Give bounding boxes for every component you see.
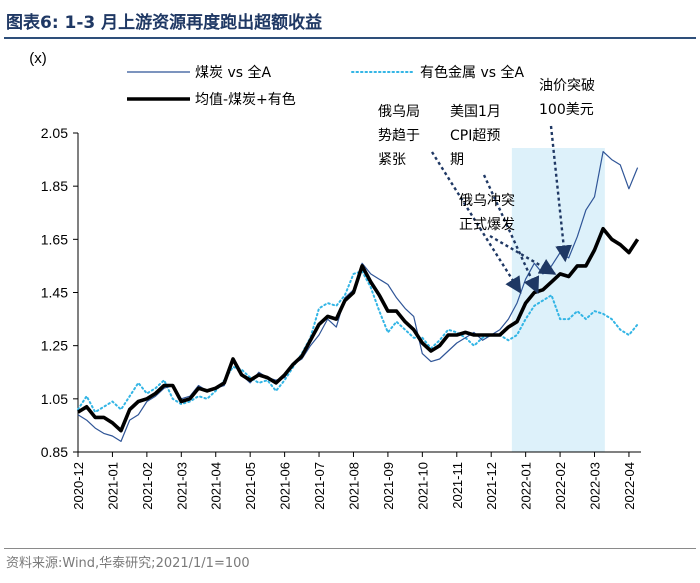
x-tick-label: 2021-02 [140,462,155,510]
annotation-arrow-3 [549,125,573,263]
annotation-arrow-0 [430,151,522,294]
x-tick-label: 2021-10 [415,462,430,510]
source-divider [4,548,696,549]
source-note: 资料来源:Wind,华泰研究;2021/1/1=100 [6,556,250,571]
y-tick-label: 1.85 [41,178,68,194]
y-tick-label: 2.05 [41,125,68,141]
series-line-2 [77,226,640,433]
figure-title: 图表6: 1-3 月上游资源再度跑出超额收益 [6,13,323,33]
y-tick-label: 1.45 [41,285,68,301]
x-tick-label: 2021-04 [209,462,224,510]
annotation-text-3: 油价突破 [539,78,595,94]
x-tick-label: 2021-09 [381,462,396,510]
y-tick-label: 0.85 [41,444,68,460]
annotation-text-2: 俄乌冲突 [459,193,515,209]
annotation-text-3: 100美元 [539,102,594,118]
x-tick-label: 2021-11 [450,462,465,509]
annotation-text-1: CPI超预 [450,128,500,144]
x-tick-label: 2021-08 [346,462,361,510]
x-tick-label: 2021-03 [174,462,189,510]
title-divider [4,37,696,39]
line-chart: 0.85 1.05 1.25 1.45 1.65 1.85 2.05 2020-12 2021-… [29,50,641,510]
x-tick-label: 2021-06 [278,462,293,510]
legend-label-0: 煤炭 vs 全A [195,64,271,81]
x-tick-label: 2022-03 [588,462,603,510]
y-tick-label: 1.05 [41,391,68,407]
y-axis-label: (x) [29,50,47,67]
annotation-text-1: 美国1月 [450,104,501,120]
x-tick-label: 2021-01 [105,462,120,510]
legend-label-2: 均值-煤炭+有色 [195,91,296,108]
annotation-text-0: 紧张 [378,152,406,168]
x-tick-label: 2022-04 [622,462,637,510]
annotation-text-0: 俄乌局 [378,104,420,120]
x-tick-label: 2021-05 [243,462,258,510]
annotation-text-1: 期 [450,152,464,168]
x-tick-label: 2022-02 [553,462,568,510]
y-tick-label: 1.25 [41,338,68,354]
x-tick-label: 2020-12 [71,462,86,510]
x-tick-label: 2022-01 [519,462,534,510]
x-tick-label: 2021-07 [312,462,327,510]
annotation-text-0: 势趋于 [378,128,420,144]
legend-label-1: 有色金属 vs 全A [420,64,524,81]
annotation-arrow-2 [489,234,557,275]
x-tick-label: 2021-12 [484,462,499,510]
series-line-1 [77,270,639,414]
annotation-text-2: 正式爆发 [459,217,515,233]
y-tick-label: 1.65 [41,231,68,247]
